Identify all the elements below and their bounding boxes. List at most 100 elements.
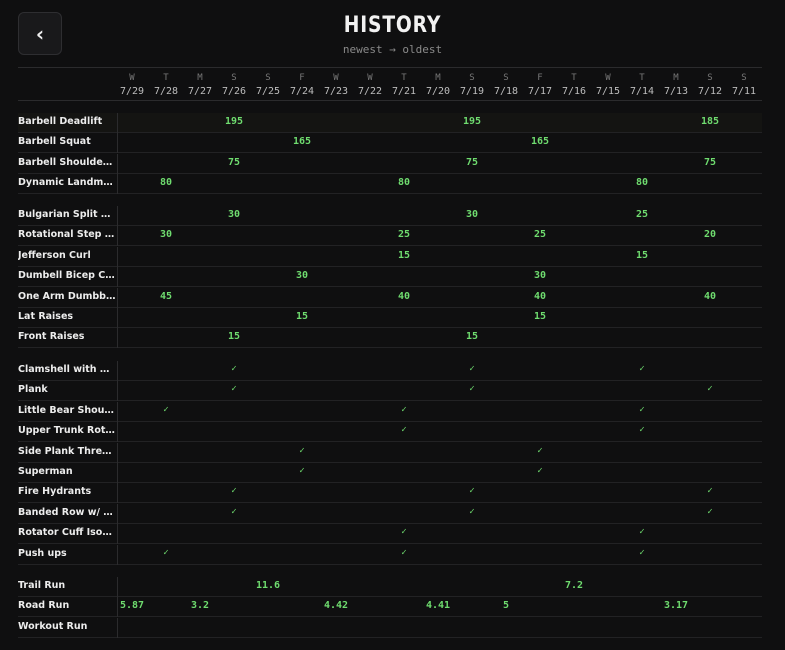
day-column-header: T 7/16 [557,72,591,98]
row-divider [117,422,118,443]
day-date: 7/13 [663,86,689,97]
exercise-value: 15 [397,249,411,261]
completed-check-icon: ✓ [469,384,475,395]
day-column-header: T 7/28 [149,72,183,98]
exercise-row[interactable]: Lat Raises 15 15 [18,308,762,328]
day-of-week: F [537,73,543,83]
exercise-value: 25 [397,229,411,241]
exercise-value: 30 [465,209,479,220]
completed-check-icon: ✓ [163,404,169,415]
exercise-row[interactable]: Bulgarian Split Squat 30 30 25 [18,206,762,226]
exercise-name: Rotator Cuff Isometric ... [18,527,116,539]
back-button[interactable]: ‹ [18,12,62,55]
row-divider [117,503,118,524]
exercise-name: Front Raises [18,331,85,343]
day-date: 7/26 [221,86,247,97]
row-divider [117,328,118,349]
day-column-header: W 7/29 [115,72,149,98]
day-of-week: T [639,73,645,83]
exercise-name: Clamshell with Hip Inte... [18,364,116,375]
completed-check-icon: ✓ [401,547,407,558]
day-of-week: W [605,73,611,83]
day-of-week: M [435,73,441,83]
day-column-header: W 7/22 [353,72,387,98]
exercise-row[interactable]: Dumbell Bicep Curl 30 30 [18,267,762,288]
exercise-value: 165 [530,136,550,148]
exercise-row[interactable]: Trail Run 11.6 7.2 [18,577,762,597]
exercise-row[interactable]: One Arm Dumbbell Row 45 40 40 40 [18,287,762,308]
row-divider [117,267,118,288]
row-divider [117,544,118,565]
completed-check-icon: ✓ [231,486,237,497]
exercise-row[interactable]: Dynamic Landmine Lun... 80 80 80 [18,174,762,195]
day-date: 7/14 [629,86,655,97]
day-column-header: F 7/24 [285,72,319,98]
row-divider [117,308,118,328]
completed-check-icon: ✓ [707,486,713,497]
exercise-value: 80 [635,177,649,189]
day-date: 7/23 [323,86,349,97]
row-divider [117,463,118,483]
exercise-row[interactable]: Rotational Step Up 30 25 25 20 [18,226,762,247]
exercise-row[interactable]: Banded Row w/ Thoraci... ✓ ✓ ✓ [18,503,762,524]
exercise-name: One Arm Dumbbell Row [18,290,116,302]
exercise-row[interactable]: Jefferson Curl 15 15 [18,246,762,267]
completed-check-icon: ✓ [639,404,645,415]
exercise-row[interactable]: Barbell Deadlift 195 195 185 [18,113,762,133]
exercise-name: Rotational Step Up [18,229,116,241]
exercise-value: 11.6 [255,580,281,591]
exercise-row[interactable]: Barbell Shoulder Press 75 75 75 [18,153,762,174]
completed-check-icon: ✓ [163,547,169,558]
day-column-header: F 7/17 [523,72,557,98]
day-column-header: S 7/11 [727,72,761,98]
completed-check-icon: ✓ [231,384,237,395]
day-date: 7/19 [459,86,485,97]
exercise-row[interactable]: Side Plank Thread the ... ✓ ✓ [18,442,762,463]
exercise-value: 40 [397,290,411,302]
completed-check-icon: ✓ [231,506,237,517]
day-date: 7/17 [527,86,553,97]
exercise-name: Superman [18,466,73,477]
row-divider [117,226,118,247]
day-date: 7/12 [697,86,723,97]
exercise-row[interactable]: Push ups ✓ ✓ ✓ [18,544,762,565]
completed-check-icon: ✓ [469,486,475,497]
completed-check-icon: ✓ [299,466,305,476]
exercise-row[interactable]: Rotator Cuff Isometric ... ✓ ✓ [18,524,762,545]
exercise-value: 195 [462,116,482,127]
completed-check-icon: ✓ [469,364,475,374]
exercise-row[interactable]: Fire Hydrants ✓ ✓ ✓ [18,483,762,504]
exercise-name: Side Plank Thread the ... [18,445,116,457]
exercise-value: 80 [159,177,173,189]
exercise-row[interactable]: Road Run 5.87 3.2 4.42 4.41 5 3.17 [18,597,762,618]
row-divider [117,206,118,226]
exercise-row[interactable]: Upper Trunk Rotation ✓ ✓ [18,422,762,443]
day-column-header: M 7/20 [421,72,455,98]
day-date: 7/27 [187,86,213,97]
exercise-row[interactable]: Clamshell with Hip Inte... ✓ ✓ ✓ [18,361,762,381]
exercise-row[interactable]: Front Raises 15 15 [18,328,762,349]
exercise-name: Banded Row w/ Thoraci... [18,506,116,518]
exercise-name: Plank [18,384,48,396]
exercise-value: 80 [397,177,411,189]
day-of-week: T [401,73,407,83]
exercise-row[interactable]: Little Bear Shoulder Taps ✓ ✓ ✓ [18,401,762,422]
exercise-row[interactable]: Plank ✓ ✓ ✓ [18,381,762,402]
row-divider [117,153,118,174]
exercise-value: 5.87 [119,600,145,612]
chevron-left-icon: ‹ [35,21,45,46]
exercise-name: Barbell Deadlift [18,116,103,127]
exercise-row[interactable]: Barbell Squat 165 165 [18,133,762,154]
exercise-row[interactable]: Workout Run [18,617,762,638]
completed-check-icon: ✓ [401,425,407,436]
exercise-name: Lat Raises [18,311,74,322]
day-of-week: T [163,73,169,83]
exercise-name: Fire Hydrants [18,486,92,498]
date-header: W 7/29 T 7/28 M 7/27 S 7/26 S 7/25 F 7/24 W 7/23 W 7/22… [18,67,762,101]
exercise-row[interactable]: Superman ✓ ✓ [18,463,762,483]
exercise-value: 4.42 [323,600,349,612]
page-subtitle: newest → oldest [342,43,443,56]
exercise-value: 40 [703,290,717,302]
day-of-week: S [265,73,271,83]
exercise-name: Push ups [18,547,67,559]
